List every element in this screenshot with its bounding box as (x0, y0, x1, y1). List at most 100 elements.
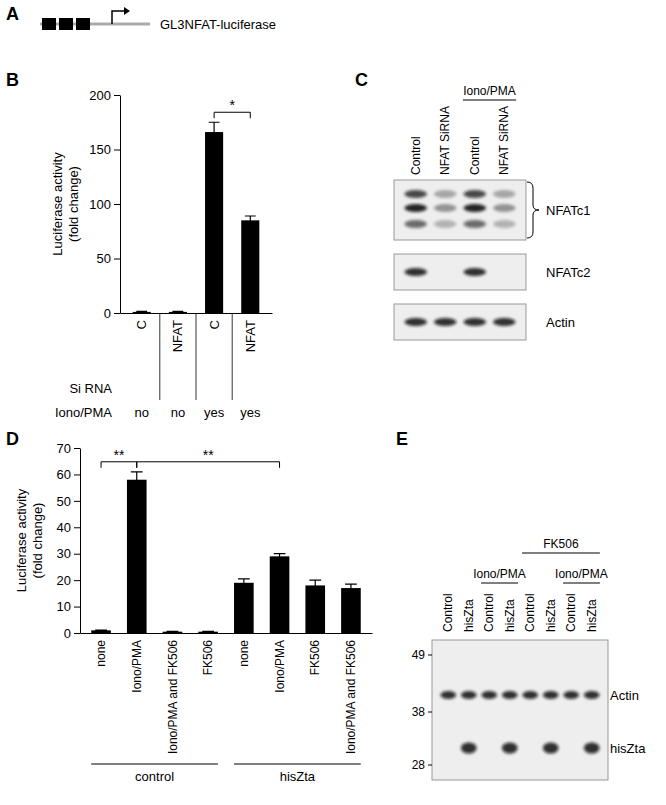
group-label: Iono/PMA (555, 567, 608, 581)
blot-band (440, 691, 456, 699)
lane-label: Control (523, 593, 537, 632)
nfat-site (59, 18, 73, 30)
band-label: NFATc2 (546, 265, 591, 280)
y-tick-label: 50 (97, 251, 111, 266)
blot-band (463, 268, 486, 276)
bar (169, 312, 187, 313)
row-value: no (171, 405, 185, 420)
group-label: control (135, 769, 174, 784)
y-tick-mark (114, 313, 120, 314)
band-label: Actin (610, 688, 639, 703)
lane-label: hisZta (503, 599, 517, 632)
y-tick-label: 200 (89, 88, 111, 103)
size-marker-label: 38 (412, 705, 426, 719)
y-axis-title: Luciferase activity(fold change) (14, 488, 45, 592)
blot-membrane (394, 304, 526, 340)
blot-band (543, 691, 559, 699)
size-marker-tick (428, 655, 432, 656)
category-label: NFAT (170, 320, 185, 352)
row-title: Iono/PMA (55, 405, 112, 420)
category-label: Iono/PMA and FK506 (344, 640, 358, 754)
blot-band (502, 743, 518, 754)
y-tick-mark (74, 607, 80, 608)
category-label: Iono/PMA (130, 640, 144, 693)
row-value: yes (240, 405, 261, 420)
group-line (91, 764, 218, 765)
y-tick: 30 (57, 546, 80, 561)
nfat-site (76, 18, 90, 30)
blot-band (463, 190, 486, 198)
size-marker-label: 28 (412, 758, 426, 772)
x-axis (121, 313, 273, 314)
error-bar (238, 579, 250, 587)
group-line (234, 764, 361, 765)
group-label: hisZta (280, 769, 316, 784)
promoter-line (40, 23, 150, 26)
y-tick-label: 50 (57, 494, 71, 509)
y-tick-mark (74, 448, 80, 449)
tss-arrowhead (124, 7, 130, 15)
category-label: FK506 (201, 640, 215, 676)
lane-label: NFAT SiRNA (438, 106, 452, 175)
tss-arrow (112, 11, 124, 24)
y-axis-line (80, 449, 81, 634)
error-bar (245, 216, 256, 225)
category-label: NFAT (243, 320, 258, 352)
y-tick: 20 (57, 573, 80, 588)
blot-membrane (432, 640, 608, 780)
blot-band (584, 743, 600, 754)
bar (205, 132, 223, 313)
panel-letter: B (6, 70, 19, 90)
y-tick: 70 (57, 441, 80, 456)
error-bar (345, 584, 357, 592)
y-tick-mark (114, 204, 120, 205)
blot-band (481, 691, 497, 699)
lane-label: hisZta (544, 599, 558, 632)
blot-band (493, 204, 516, 212)
y-axis-title-line: (fold change) (30, 503, 45, 579)
error-bar (167, 631, 179, 633)
y-axis-title: Luciferase activity(fold change) (50, 152, 81, 256)
bar (198, 632, 218, 633)
x-axis-line (81, 633, 373, 634)
group-line (563, 583, 600, 584)
blot-band (434, 204, 457, 212)
y-tick-mark (74, 554, 80, 555)
error-bar (172, 311, 183, 312)
y-tick-label: 10 (57, 599, 71, 614)
table-separator (159, 313, 160, 400)
lane-label: hisZta (585, 599, 599, 632)
plot-area (91, 472, 361, 633)
category-label: none (237, 640, 251, 667)
group-label: Iono/PMA (463, 84, 516, 98)
category-label: none (94, 640, 108, 667)
bar-chart: 050100150200*Luciferase activity(fold ch… (50, 88, 273, 420)
bar-chart: 010203040506070****Luciferase activity(f… (14, 441, 373, 784)
category-label: C (134, 320, 149, 329)
blot-band (404, 318, 427, 326)
error-bar (131, 472, 143, 488)
y-tick-label: 0 (64, 626, 71, 641)
blot-bands (404, 190, 515, 326)
blot-membrane (394, 180, 526, 240)
blot-band (543, 743, 559, 754)
y-tick-mark (114, 259, 120, 260)
y-tick: 0 (64, 626, 80, 641)
lane-label: NFAT SiRNA (497, 106, 511, 175)
blot-band (434, 220, 457, 228)
x-axis-line (121, 313, 273, 314)
blot-band (463, 318, 486, 326)
band-label: Actin (546, 315, 575, 330)
bar (91, 630, 111, 633)
row-value: no (134, 405, 148, 420)
y-tick-mark (74, 580, 80, 581)
group-line (463, 100, 516, 101)
y-tick-label: 20 (57, 573, 71, 588)
y-axis-title-line: (fold change) (66, 166, 81, 242)
category-label: FK506 (308, 640, 322, 676)
y-tick-label: 150 (89, 142, 111, 157)
construct-diagram: GL3NFAT-luciferase (40, 7, 276, 32)
y-tick-label: 60 (57, 467, 71, 482)
bar (241, 220, 259, 313)
y-tick-label: 40 (57, 520, 71, 535)
